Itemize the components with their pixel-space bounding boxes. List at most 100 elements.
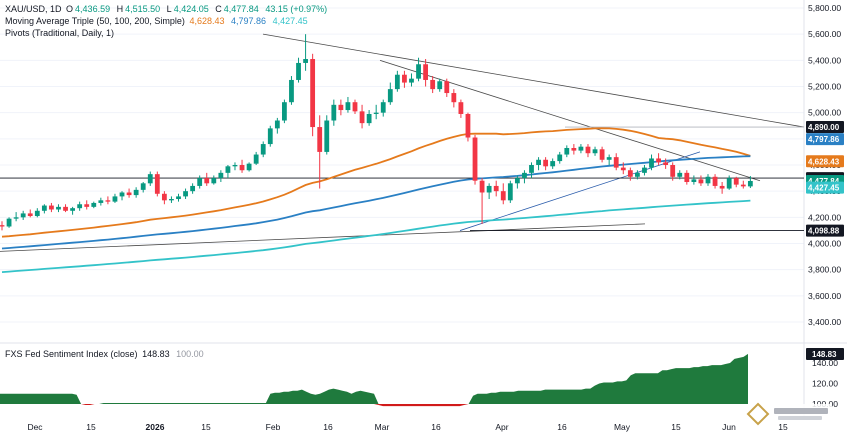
candle-body xyxy=(147,174,153,184)
time-tick: 16 xyxy=(431,422,441,432)
candle-body xyxy=(402,74,407,83)
candle xyxy=(49,202,54,213)
time-tick: 2026 xyxy=(146,422,165,432)
candle-body xyxy=(119,192,125,197)
price-label-bg xyxy=(806,121,844,134)
trendline-channel xyxy=(459,151,701,231)
candle-body xyxy=(606,157,612,160)
candle xyxy=(147,171,153,186)
trendline-upper xyxy=(262,33,805,128)
candle xyxy=(359,104,365,129)
candle xyxy=(409,73,414,87)
sentiment-tick: 120.00 xyxy=(812,379,838,389)
candle-body xyxy=(211,178,217,184)
candle xyxy=(719,182,725,194)
candle-body xyxy=(416,64,421,79)
price-label-text: 4,890.00 xyxy=(808,123,840,132)
candle-body xyxy=(373,112,379,114)
candle-body xyxy=(274,120,280,129)
candle-body xyxy=(190,185,196,192)
candle xyxy=(649,154,654,171)
high-label: H xyxy=(116,4,124,14)
candle xyxy=(126,188,132,198)
ma-legend: Moving Average Triple (50, 100, 200, Sim… xyxy=(5,16,312,27)
candle xyxy=(13,212,19,222)
ma100-value: 4,797.86 xyxy=(231,16,267,26)
candle-body xyxy=(126,192,132,196)
candle xyxy=(500,183,506,205)
time-tick: 15 xyxy=(671,422,681,432)
time-tick: Mar xyxy=(375,422,390,432)
candle-body xyxy=(677,172,683,177)
candle-body xyxy=(529,165,534,173)
candle xyxy=(451,89,457,108)
price-label-text: 4,797.86 xyxy=(808,135,840,144)
price-tick: 5,800.00 xyxy=(808,3,841,13)
candle-body xyxy=(338,104,344,111)
candle xyxy=(34,208,40,218)
trendlines xyxy=(0,33,805,252)
candle-body xyxy=(430,79,436,90)
logo-wordmark xyxy=(774,408,828,414)
time-tick: May xyxy=(614,422,631,432)
sentiment-value: 148.83 xyxy=(142,349,170,359)
candle-body xyxy=(409,78,414,83)
candle xyxy=(394,70,400,92)
candle-body xyxy=(169,199,174,201)
candle xyxy=(387,82,393,105)
candle xyxy=(331,99,337,126)
candle xyxy=(253,151,259,165)
candle-body xyxy=(91,202,97,207)
candle-body xyxy=(161,193,167,201)
candle xyxy=(486,183,492,200)
candle xyxy=(437,78,443,92)
candle-body xyxy=(282,102,287,121)
candle xyxy=(338,99,344,116)
candle-body xyxy=(599,149,605,160)
candle xyxy=(27,209,33,218)
candle-body xyxy=(726,178,732,189)
candle-body xyxy=(592,149,598,154)
candle-body xyxy=(56,206,61,210)
candle xyxy=(91,201,97,209)
candle xyxy=(458,99,464,118)
price-tick: 4,000.00 xyxy=(808,239,841,249)
candle xyxy=(543,157,549,171)
candle-body xyxy=(289,79,294,103)
candle-body xyxy=(239,165,245,171)
candle xyxy=(218,170,224,183)
ma-title: Moving Average Triple (50, 100, 200, Sim… xyxy=(5,16,185,26)
candle xyxy=(472,134,478,185)
candle-body xyxy=(684,172,690,183)
candle-body xyxy=(394,74,400,90)
price-tick: 5,000.00 xyxy=(808,108,841,118)
candle-body xyxy=(620,167,626,171)
moving-averages xyxy=(1,127,751,273)
candle xyxy=(444,78,450,97)
candle xyxy=(119,191,125,201)
candle-body xyxy=(514,178,520,184)
candle xyxy=(620,162,626,175)
candle-body xyxy=(352,102,358,112)
price-tick: 4,200.00 xyxy=(808,212,841,222)
candle-body xyxy=(543,159,549,167)
candle-body xyxy=(712,176,718,186)
candle xyxy=(684,170,690,185)
candle-body xyxy=(635,172,640,177)
sentiment-legend: FXS Fed Sentiment Index (close) 148.83 1… xyxy=(5,349,206,360)
candle xyxy=(267,125,273,147)
candle xyxy=(670,162,676,181)
close-label: C xyxy=(215,4,222,14)
candle-body xyxy=(458,102,464,114)
candle-body xyxy=(740,184,746,187)
candle-body xyxy=(698,179,704,184)
pivots-legend: Pivots (Traditional, Daily, 1) xyxy=(5,28,116,39)
logo-diamond xyxy=(746,402,770,426)
ma50-value: 4,628.43 xyxy=(189,16,225,26)
candle xyxy=(183,188,188,200)
candle-body xyxy=(733,178,739,185)
candle-body xyxy=(585,146,591,154)
candle xyxy=(296,57,301,83)
sentiment-label-text: 148.83 xyxy=(812,350,837,359)
low-label: L xyxy=(166,4,172,14)
